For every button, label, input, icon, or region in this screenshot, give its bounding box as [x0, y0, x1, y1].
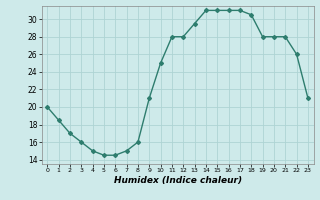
- X-axis label: Humidex (Indice chaleur): Humidex (Indice chaleur): [114, 176, 242, 185]
